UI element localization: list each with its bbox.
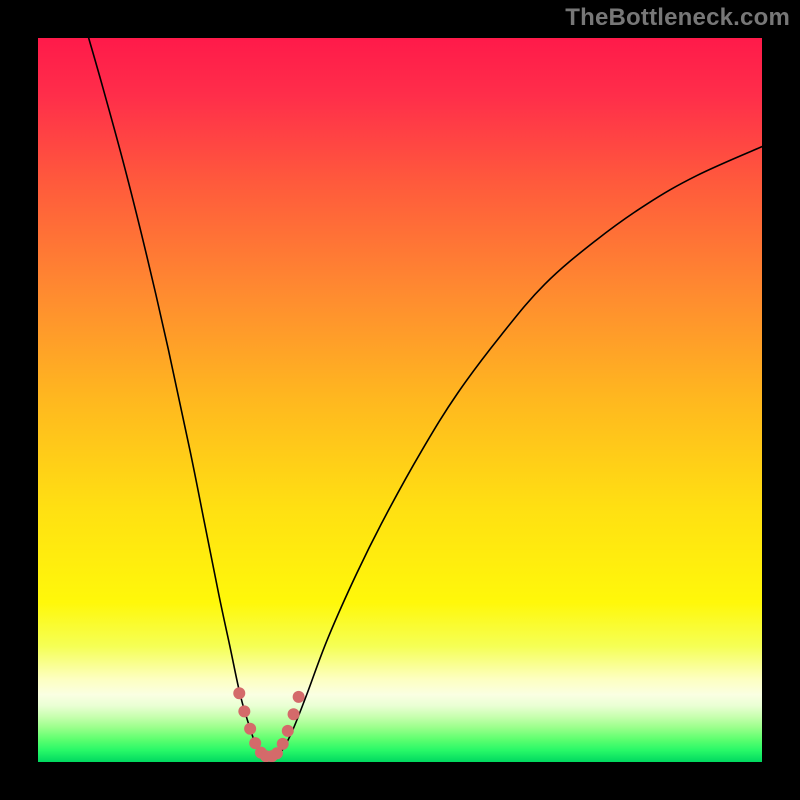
watermark-text: TheBottleneck.com bbox=[565, 4, 790, 32]
outer-frame: TheBottleneck.com bbox=[0, 0, 800, 800]
bottleneck-chart bbox=[38, 38, 762, 762]
marker-dot bbox=[288, 708, 300, 720]
marker-dot bbox=[277, 738, 289, 750]
chart-background bbox=[38, 38, 762, 762]
marker-dot bbox=[244, 723, 256, 735]
marker-dot bbox=[282, 725, 294, 737]
marker-dot bbox=[238, 705, 250, 717]
marker-dot bbox=[293, 691, 305, 703]
marker-dot bbox=[233, 687, 245, 699]
